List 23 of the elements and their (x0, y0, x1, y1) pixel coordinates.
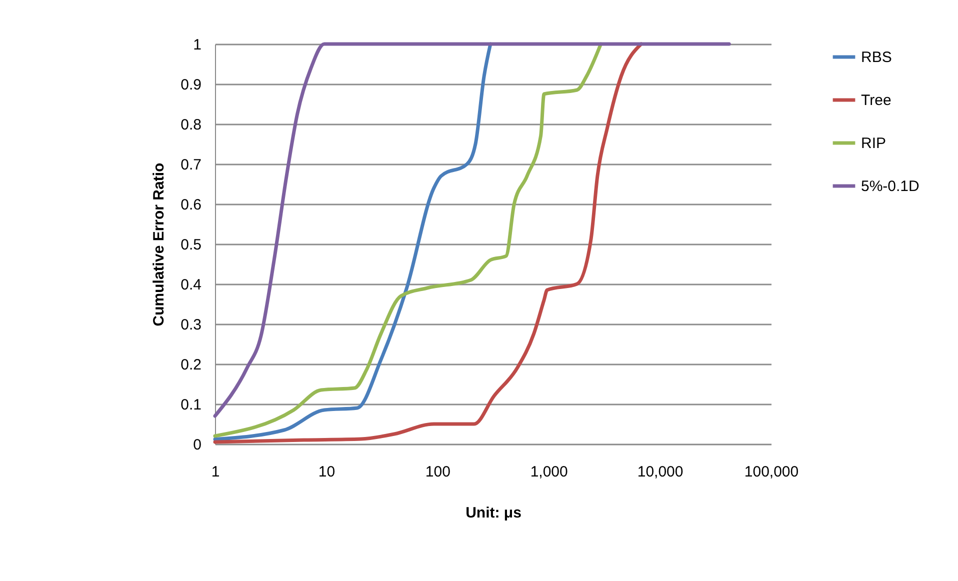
y-tick-label: 0.1 (180, 396, 202, 414)
y-tick-label: 0.3 (180, 316, 202, 334)
y-tick-label: 0.7 (180, 156, 202, 174)
x-tick-label: 100,000 (744, 464, 799, 480)
y-tick-label: 1 (193, 36, 202, 54)
x-tick-label: 10 (318, 464, 336, 480)
y-tick-label: 0.2 (180, 356, 202, 374)
legend-label: RIP (861, 135, 886, 152)
legend-label: 5%-0.1D (861, 178, 920, 195)
y-tick-label: 0.8 (180, 116, 202, 134)
y-tick-label: 0 (193, 436, 202, 454)
y-axis-title: Cumulative Error Ratio (150, 162, 168, 326)
y-tick-label: 0.4 (180, 276, 202, 294)
y-tick-label: 0.9 (180, 76, 202, 94)
legend-label: Tree (861, 92, 892, 109)
x-tick-label: 1,000 (530, 464, 568, 480)
x-tick-label: 1 (211, 464, 220, 480)
x-tick-label: 10,000 (637, 464, 684, 480)
y-tick-label: 0.5 (180, 236, 202, 254)
legend-label: RBS (861, 49, 892, 66)
y-tick-label: 0.6 (180, 196, 202, 214)
x-tick-label: 100 (425, 464, 450, 480)
x-axis-title: Unit: μs (466, 504, 522, 522)
